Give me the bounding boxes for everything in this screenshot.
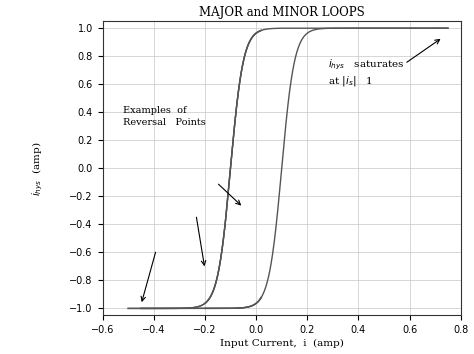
- Title: MAJOR and MINOR LOOPS: MAJOR and MINOR LOOPS: [199, 6, 365, 18]
- X-axis label: Input Current,  i  (amp): Input Current, i (amp): [220, 339, 344, 348]
- Text: Examples  of
Reversal   Points: Examples of Reversal Points: [123, 105, 206, 127]
- Text: $i_{hys}$   saturates
at $|i_s|$   1: $i_{hys}$ saturates at $|i_s|$ 1: [328, 58, 404, 88]
- Text: $i_{hys}$  (amp): $i_{hys}$ (amp): [31, 141, 46, 195]
